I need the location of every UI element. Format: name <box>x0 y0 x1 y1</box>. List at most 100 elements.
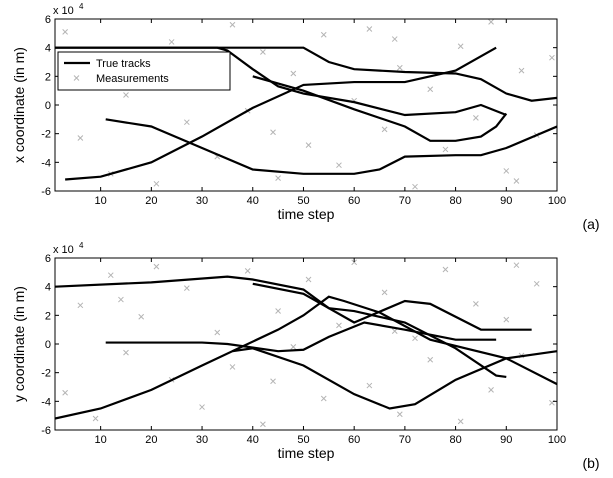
track-line <box>55 347 557 420</box>
measurement <box>473 301 479 307</box>
measurement <box>260 421 266 428</box>
measurement <box>457 418 464 425</box>
x-axis-label: time step <box>278 445 335 461</box>
measurement <box>214 329 221 336</box>
track-line <box>55 275 507 379</box>
x-tick-label: 60 <box>348 195 360 207</box>
track-line <box>252 282 532 331</box>
measurement <box>123 349 129 356</box>
measurement <box>77 302 84 309</box>
y-tick-label: 0 <box>45 100 51 112</box>
measurement <box>244 268 251 274</box>
measurement <box>412 183 418 190</box>
measurement <box>518 67 525 74</box>
x-tick-label: 50 <box>297 195 309 207</box>
measurement <box>336 162 342 169</box>
multiplier-base: x 10 <box>53 5 74 17</box>
measurement <box>229 364 236 370</box>
legend: True tracks Measurements <box>57 51 231 91</box>
y-axis-label: y coordinate (in m) <box>11 286 27 402</box>
measurement <box>118 296 124 303</box>
measurement <box>168 39 175 45</box>
measurement <box>153 180 160 187</box>
measurement <box>320 395 327 402</box>
measurement <box>336 322 342 329</box>
x-tick-label: 80 <box>449 195 461 207</box>
plot-area <box>55 259 557 428</box>
y-tick-label: -4 <box>41 396 51 408</box>
measurement <box>412 335 418 342</box>
legend-label: Measurements <box>96 73 169 85</box>
x-axis-label: time step <box>278 206 335 222</box>
measurement <box>229 21 236 28</box>
measurement <box>533 280 540 287</box>
measurement <box>427 86 434 93</box>
x-tick-label: 30 <box>196 434 208 446</box>
x-tick-label: 100 <box>548 195 566 207</box>
measurement <box>62 389 68 396</box>
x-tick-label: 30 <box>196 195 208 207</box>
x-tick-label: 60 <box>348 434 360 446</box>
measurement <box>366 26 373 32</box>
measurement <box>270 378 276 385</box>
track-line <box>232 295 557 386</box>
measurement <box>488 19 494 25</box>
y-tick-label: -2 <box>41 368 51 380</box>
measurement <box>92 415 99 422</box>
x-tick-label: 10 <box>95 195 107 207</box>
x-tick-label: 100 <box>548 434 566 446</box>
measurement <box>549 54 555 61</box>
measurement <box>473 115 479 121</box>
measurement <box>305 142 312 148</box>
multiplier-base: x 10 <box>53 244 74 256</box>
measurement <box>396 64 403 71</box>
track-line <box>55 46 557 102</box>
plot-area <box>55 19 557 190</box>
measurement <box>275 175 281 181</box>
track-line <box>65 46 497 181</box>
x-tick-label: 20 <box>145 434 157 446</box>
track-line <box>105 321 497 353</box>
measurement <box>183 285 190 291</box>
x-tick-label: 40 <box>247 195 259 207</box>
measurement <box>123 92 129 98</box>
track-line <box>252 75 508 142</box>
measurement <box>513 178 520 184</box>
measurement <box>107 272 114 279</box>
measurement <box>138 313 145 320</box>
measurement <box>62 29 68 35</box>
x-tick-label: 80 <box>449 434 461 446</box>
measurement <box>305 276 312 283</box>
y-tick-label: 6 <box>45 253 51 265</box>
measurement <box>503 316 510 323</box>
multiplier-exponent: 4 <box>79 2 84 11</box>
y-tick-label: -2 <box>41 129 51 141</box>
measurement <box>381 126 388 133</box>
measurement <box>290 344 297 350</box>
y-tick-label: 4 <box>45 282 51 294</box>
measurement <box>320 31 327 38</box>
y-tick-label: -6 <box>41 186 51 198</box>
track-line <box>105 118 557 175</box>
y-tick-label: 0 <box>45 339 51 351</box>
x-tick-label: 50 <box>297 434 309 446</box>
measurement <box>391 328 398 334</box>
y-axis-label: x coordinate (in m) <box>11 47 27 163</box>
measurement <box>381 289 388 296</box>
y-tick-label: 2 <box>45 310 51 322</box>
measurement <box>77 135 84 141</box>
measurement <box>260 49 266 55</box>
legend-swatch <box>73 75 80 81</box>
y-tick-label: -4 <box>41 157 51 169</box>
measurement <box>457 43 464 50</box>
measurement <box>442 146 449 153</box>
x-tick-label: 90 <box>500 195 512 207</box>
measurement <box>183 119 190 126</box>
measurement <box>396 411 403 418</box>
measurement <box>366 382 373 389</box>
x-tick-label: 70 <box>399 195 411 207</box>
measurement <box>270 129 276 136</box>
measurement <box>442 266 449 273</box>
